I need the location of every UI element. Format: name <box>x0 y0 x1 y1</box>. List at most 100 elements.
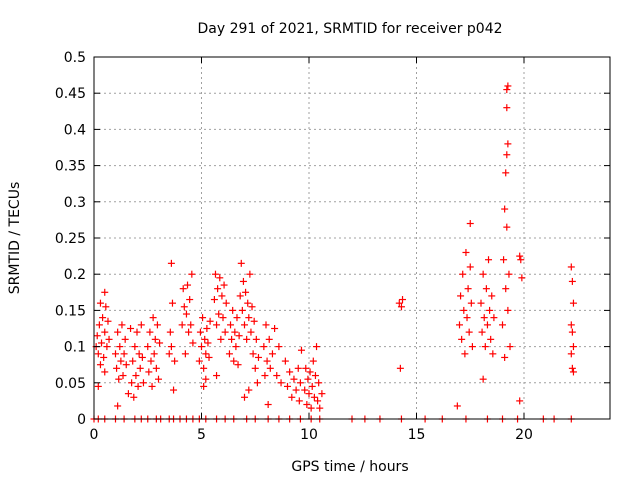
data-point <box>234 361 242 369</box>
data-point <box>200 382 208 390</box>
data-point <box>171 357 179 365</box>
data-point <box>114 402 122 410</box>
data-point <box>503 86 511 94</box>
data-point <box>170 386 178 394</box>
data-point <box>217 335 225 343</box>
data-point <box>205 353 213 361</box>
data-point <box>129 357 137 365</box>
data-point <box>218 292 226 300</box>
data-point <box>262 321 270 329</box>
data-point <box>206 317 214 325</box>
data-point <box>479 375 487 383</box>
plot-frame <box>93 56 611 420</box>
data-point <box>229 306 237 314</box>
data-point <box>395 299 403 307</box>
data-point <box>201 335 209 343</box>
data-point <box>151 335 159 343</box>
data-point <box>101 368 109 376</box>
data-point <box>501 353 509 361</box>
data-point <box>453 402 461 410</box>
data-point <box>245 314 253 322</box>
data-point <box>186 296 194 304</box>
y-tick-label: 0.15 <box>55 303 86 319</box>
data-point <box>462 248 470 256</box>
data-points <box>90 82 577 423</box>
data-point <box>479 270 487 278</box>
data-point <box>238 306 246 314</box>
data-point <box>464 285 472 293</box>
data-point <box>149 314 157 322</box>
data-point <box>227 321 235 329</box>
data-point <box>304 375 312 383</box>
data-point <box>153 321 161 329</box>
data-point <box>187 321 195 329</box>
data-point <box>232 343 240 351</box>
data-point <box>307 404 315 412</box>
data-point <box>132 372 140 380</box>
data-point <box>310 393 318 401</box>
data-point <box>458 335 466 343</box>
data-point <box>152 364 160 372</box>
data-point <box>567 350 575 358</box>
data-point <box>567 263 575 271</box>
data-point <box>195 357 203 365</box>
axis-ticks: 0 0.05 0.1 0.15 0.2 0.25 0.3 0.35 0.4 0.45 0.5 0 5 10… <box>55 50 610 443</box>
data-point <box>504 306 512 314</box>
data-point <box>148 382 156 390</box>
data-point <box>155 375 162 383</box>
data-point <box>116 343 124 351</box>
data-point <box>316 404 324 412</box>
data-point <box>505 270 513 278</box>
data-point <box>96 299 104 307</box>
data-point <box>569 368 577 376</box>
data-point <box>167 259 175 267</box>
data-point <box>489 350 497 358</box>
data-point <box>518 274 526 282</box>
data-point <box>268 350 276 358</box>
data-point <box>211 270 219 278</box>
data-point <box>294 364 302 372</box>
data-point <box>188 270 196 278</box>
data-point <box>569 299 577 307</box>
y-tick-label: 0.2 <box>64 267 86 283</box>
data-point <box>292 386 300 394</box>
data-point <box>567 321 575 329</box>
data-point <box>461 350 469 358</box>
data-point <box>254 353 262 361</box>
data-point <box>313 343 321 351</box>
y-tick-label: 0.25 <box>55 231 86 247</box>
data-point <box>504 140 512 148</box>
data-point <box>467 299 475 307</box>
x-tick-label: 20 <box>515 427 533 443</box>
data-point <box>499 321 506 329</box>
data-point <box>137 321 145 329</box>
y-tick-label: 0.3 <box>64 195 86 211</box>
grid <box>94 57 610 419</box>
data-point <box>127 325 135 332</box>
data-point <box>265 335 273 343</box>
data-point <box>202 350 210 358</box>
data-point <box>156 339 164 347</box>
data-point <box>297 346 305 354</box>
data-point <box>235 332 243 340</box>
data-point <box>463 314 471 322</box>
data-point <box>210 296 218 304</box>
data-point <box>480 314 488 322</box>
data-point <box>568 277 576 285</box>
data-point <box>124 390 132 398</box>
data-point <box>245 386 253 394</box>
data-point <box>516 397 524 405</box>
data-point <box>184 281 192 289</box>
data-point <box>135 350 143 358</box>
data-point <box>488 292 496 300</box>
data-point <box>199 314 207 322</box>
data-point <box>275 343 283 351</box>
data-point <box>139 379 147 387</box>
data-point <box>478 328 486 336</box>
data-point <box>569 343 577 351</box>
x-axis-label: GPS time / hours <box>291 459 408 475</box>
data-point <box>231 328 239 336</box>
data-point <box>93 332 101 340</box>
data-point <box>485 256 493 264</box>
